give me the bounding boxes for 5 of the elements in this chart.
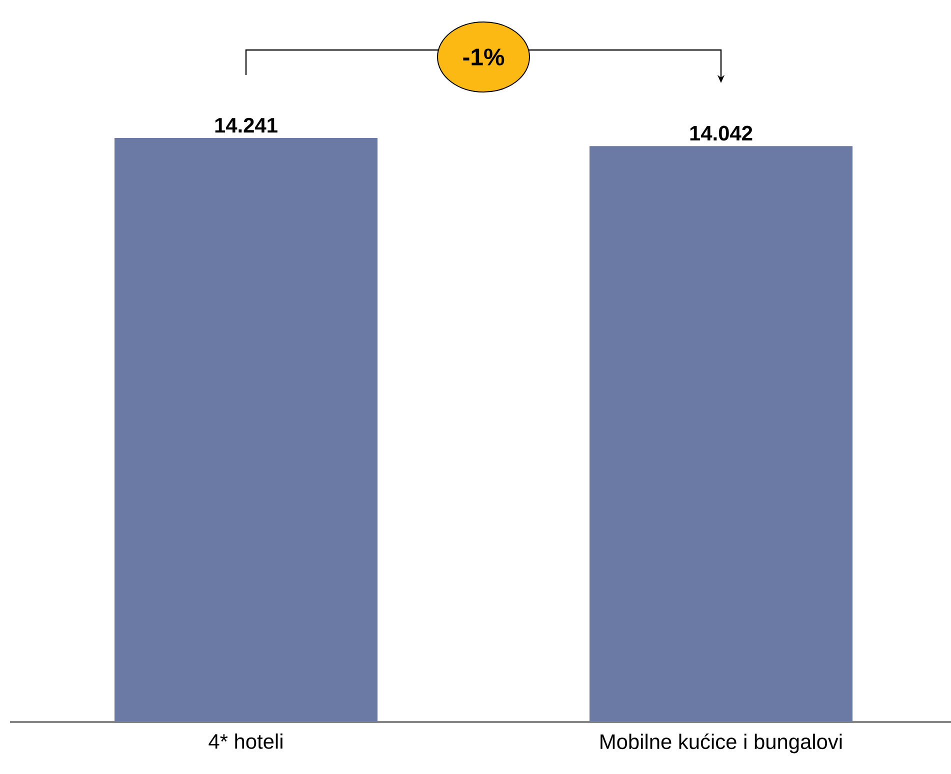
data-label: 14.042 (690, 126, 752, 141)
x-tick-label: 4* hoteli (208, 734, 282, 749)
data-label: 14.241 (215, 118, 278, 132)
text: -1% (463, 48, 504, 66)
x-tick-label: Mobilne kućice i bungalovi (600, 734, 842, 754)
